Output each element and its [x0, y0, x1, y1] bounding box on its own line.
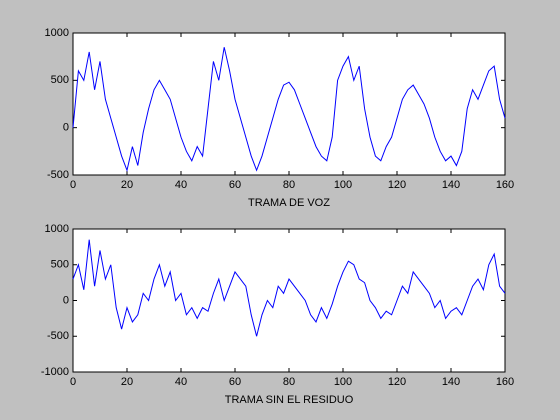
- x-tick-label: 60: [229, 376, 241, 388]
- x-tick-label: 80: [283, 376, 295, 388]
- x-tick-label: 20: [121, 376, 133, 388]
- y-tick-label: 0: [63, 294, 69, 306]
- x-tick-label: 0: [70, 376, 76, 388]
- x-tick-label: 140: [442, 179, 460, 191]
- y-tick-label: -1000: [41, 366, 69, 378]
- x-axis-label: TRAMA DE VOZ: [248, 197, 330, 209]
- x-tick-label: 100: [334, 179, 352, 191]
- x-tick-label: 160: [496, 179, 514, 191]
- y-tick-label: 0: [63, 122, 69, 134]
- x-tick-label: 120: [388, 179, 406, 191]
- y-tick-label: -500: [47, 330, 69, 342]
- y-tick-label: 500: [51, 259, 69, 271]
- plot-area: [72, 32, 506, 176]
- x-tick-label: 60: [229, 179, 241, 191]
- x-tick-label: 40: [175, 179, 187, 191]
- x-tick-label: 0: [70, 179, 76, 191]
- x-tick-label: 160: [496, 376, 514, 388]
- x-tick-label: 100: [334, 376, 352, 388]
- y-tick-label: -500: [47, 169, 69, 181]
- x-tick-label: 140: [442, 376, 460, 388]
- x-axis-label: TRAMA SIN EL RESIDUO: [225, 394, 354, 406]
- signal-line: [72, 47, 506, 172]
- x-tick-label: 80: [283, 179, 295, 191]
- y-tick-label: 1000: [45, 27, 69, 39]
- y-tick-label: 500: [51, 74, 69, 86]
- x-tick-label: 120: [388, 376, 406, 388]
- x-tick-label: 40: [175, 376, 187, 388]
- x-tick-label: 20: [121, 179, 133, 191]
- signal-line: [72, 239, 506, 337]
- y-tick-label: 1000: [45, 223, 69, 235]
